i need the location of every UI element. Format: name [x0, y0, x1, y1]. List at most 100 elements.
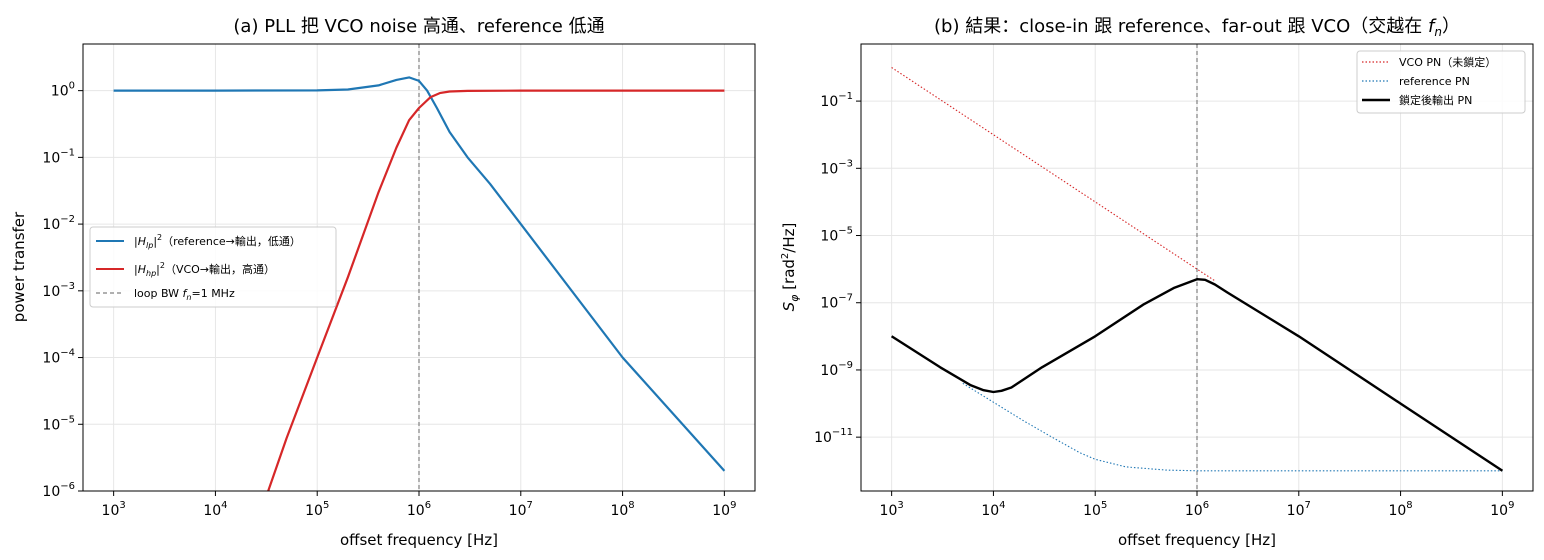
x-tick-label: 106	[1185, 500, 1209, 519]
y-tick-base: 10	[42, 217, 60, 233]
y-tick-label: 10−2	[42, 214, 75, 233]
y-tick-base: 10	[820, 94, 838, 110]
y-tick-exp: −3	[60, 281, 75, 292]
y-tick-base: 10	[42, 150, 60, 166]
legend-label-h-lp: |Hlp|2（reference→輸出，低通）	[134, 233, 301, 250]
x-tick-label: 109	[1490, 500, 1514, 519]
x-tick-exp: 8	[1406, 500, 1412, 511]
y-tick-exp: −6	[60, 481, 75, 492]
x-tick-label: 106	[407, 500, 431, 519]
y-tick-exp: −1	[60, 147, 75, 158]
y-tick-label: 10−1	[820, 91, 853, 110]
y-tick-exp: 0	[69, 81, 75, 92]
panel-a-ticks: 103 104 105 106 107 108 10910−610−510−410−310−…	[42, 81, 736, 519]
panel-b-ticks: 103 104 105 106 107 108 10910−1110−910−710−510…	[814, 91, 1514, 519]
y-tick-label: 10−5	[42, 414, 75, 433]
x-tick-base: 10	[1490, 503, 1508, 519]
x-tick-label: 109	[712, 500, 736, 519]
x-tick-exp: 4	[999, 500, 1005, 511]
x-tick-label: 104	[981, 500, 1005, 519]
y-tick-base: 10	[820, 363, 838, 379]
y-tick-exp: −1	[838, 91, 853, 102]
y-tick-base: 10	[51, 84, 69, 100]
panel-b-legend: VCO PN（未鎖定） reference PN 鎖定後輸出 PN	[1356, 50, 1526, 114]
x-tick-base: 10	[712, 503, 730, 519]
x-tick-base: 10	[981, 503, 999, 519]
x-tick-base: 10	[880, 503, 898, 519]
panel-a-title: (a) PLL 把 VCO noise 高通、reference 低通	[233, 16, 604, 37]
y-tick-exp: −7	[838, 293, 853, 304]
x-tick-base: 10	[1083, 503, 1101, 519]
y-tick-exp: −4	[60, 348, 75, 359]
y-tick-label: 100	[51, 81, 75, 100]
y-tick-label: 10−4	[42, 348, 75, 367]
panel-b-legend-box	[1356, 50, 1526, 114]
y-tick-base: 10	[42, 284, 60, 300]
x-tick-label: 104	[203, 500, 227, 519]
y-tick-base: 10	[42, 351, 60, 367]
x-tick-label: 105	[305, 500, 329, 519]
y-tick-base: 10	[820, 229, 838, 245]
legend-label-h-hp: |Hhp|2（VCO→輸出，高通）	[134, 261, 275, 278]
x-tick-exp: 7	[1305, 500, 1311, 511]
panel-b-grid	[861, 44, 1533, 491]
panel-b-title: (b) 結果：close-in 跟 reference、far-out 跟 VC…	[934, 16, 1460, 39]
y-tick-exp: −2	[60, 214, 75, 225]
panel-a-series-group	[113, 44, 726, 491]
y-tick-exp: −11	[832, 427, 853, 438]
y-tick-label: 10−7	[820, 293, 853, 312]
panel-b-phase-noise: (b) 結果：close-in 跟 reference、far-out 跟 VC…	[780, 16, 1534, 549]
x-tick-base: 10	[1287, 503, 1305, 519]
y-tick-label: 10−5	[820, 226, 853, 245]
series-line-1	[267, 89, 725, 491]
y-tick-label: 10−6	[42, 481, 75, 500]
legend-label-vco-pn: VCO PN（未鎖定）	[1399, 55, 1496, 69]
x-tick-exp: 8	[628, 500, 634, 511]
y-tick-label: 10−3	[42, 281, 75, 300]
x-tick-base: 10	[407, 503, 425, 519]
panel-a-y-axis-label: power transfer	[10, 211, 28, 322]
legend-label-loop-bw: loop BW fn=1 MHz	[134, 287, 235, 302]
x-tick-label: 108	[1388, 500, 1412, 519]
x-tick-base: 10	[610, 503, 628, 519]
y-tick-label: 10−3	[820, 158, 853, 177]
x-tick-label: 108	[610, 500, 634, 519]
x-tick-base: 10	[102, 503, 120, 519]
y-tick-base: 10	[820, 296, 838, 312]
x-tick-exp: 5	[323, 500, 329, 511]
series-line-1	[962, 382, 1503, 472]
y-tick-base: 10	[42, 417, 60, 433]
y-tick-exp: −5	[60, 414, 75, 425]
x-tick-base: 10	[509, 503, 527, 519]
x-tick-label: 105	[1083, 500, 1107, 519]
y-tick-exp: −3	[838, 158, 853, 169]
y-tick-base: 10	[820, 161, 838, 177]
panel-a-x-axis-label: offset frequency [Hz]	[340, 531, 498, 549]
y-tick-label: 10−9	[820, 360, 853, 379]
x-tick-label: 107	[509, 500, 533, 519]
x-tick-base: 10	[203, 503, 221, 519]
x-tick-base: 10	[1388, 503, 1406, 519]
x-tick-exp: 9	[730, 500, 736, 511]
x-tick-exp: 3	[119, 500, 125, 511]
x-tick-exp: 9	[1508, 500, 1514, 511]
x-tick-exp: 6	[1203, 500, 1209, 511]
x-tick-exp: 7	[527, 500, 533, 511]
series-line-2	[890, 278, 1504, 472]
panel-a-legend-box	[89, 226, 337, 308]
x-tick-exp: 4	[221, 500, 227, 511]
x-tick-base: 10	[1185, 503, 1203, 519]
x-tick-label: 103	[102, 500, 126, 519]
x-tick-label: 107	[1287, 500, 1311, 519]
x-tick-exp: 6	[425, 500, 431, 511]
legend-label-reference-pn: reference PN	[1399, 75, 1470, 88]
panel-b-y-axis-label: Sφ [rad2/Hz]	[780, 223, 801, 312]
y-tick-exp: −9	[838, 360, 853, 371]
y-tick-label: 10−11	[814, 427, 853, 446]
panel-b-series-group	[890, 44, 1504, 491]
legend-label-locked-pn: 鎖定後輸出 PN	[1399, 93, 1472, 107]
x-tick-exp: 3	[897, 500, 903, 511]
series-line-0	[891, 67, 1216, 282]
y-tick-base: 10	[42, 484, 60, 500]
